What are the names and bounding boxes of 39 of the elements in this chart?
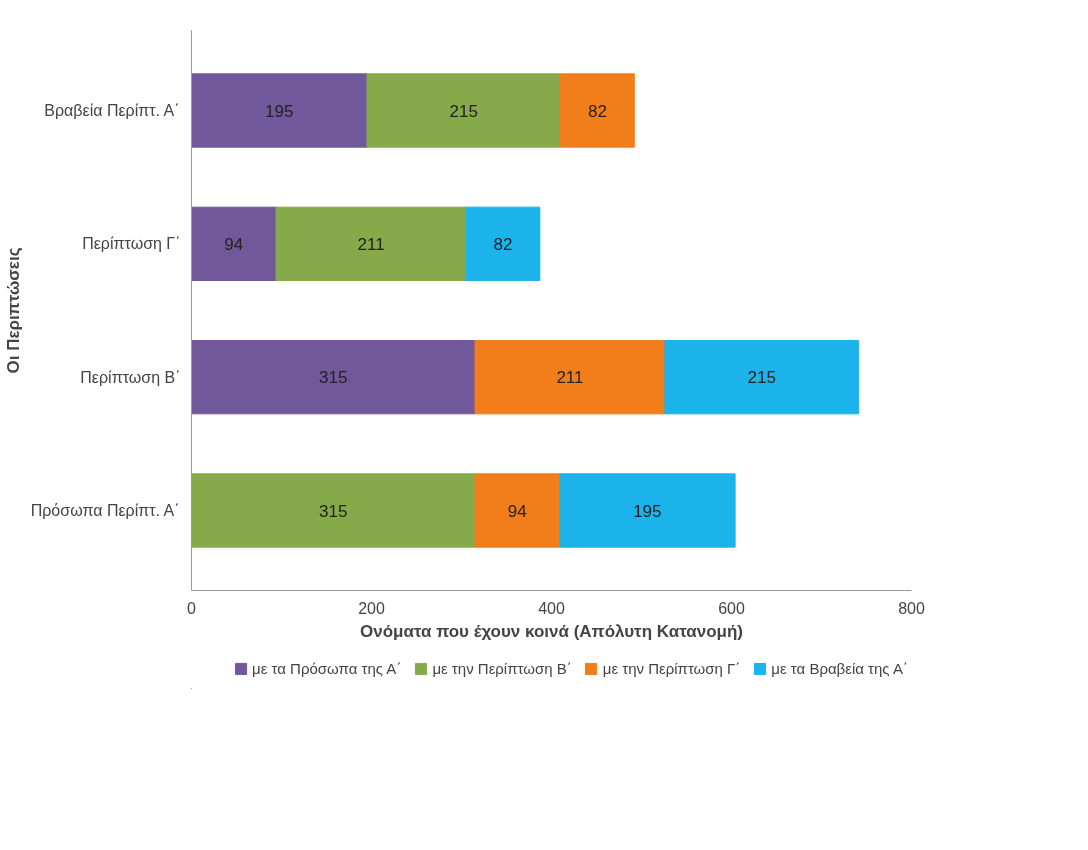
- y-tick-label: Πρόσωπα Περίπτ. Α΄: [30, 502, 180, 519]
- x-tick-label: 800: [898, 599, 925, 617]
- data-label: 94: [507, 501, 527, 521]
- data-label: 215: [747, 368, 776, 388]
- x-tick-label: 0: [187, 599, 197, 617]
- x-axis-title: Ονόματα που έχουν κοινά (Απόλυτη Κατανομή): [360, 621, 744, 641]
- y-axis-title: Οι Περιπτώσεις: [3, 247, 23, 374]
- bar: [559, 473, 736, 548]
- bar: [474, 340, 666, 415]
- y-tick-label: Βραβεία Περίπτ. Α΄: [44, 102, 180, 119]
- data-label: 94: [224, 234, 244, 254]
- data-label: 195: [633, 501, 662, 521]
- y-tick-label: Περίπτωση Γ΄: [82, 235, 181, 253]
- bar: [191, 340, 476, 415]
- data-label: 82: [587, 101, 607, 121]
- data-label: 195: [265, 101, 294, 121]
- data-label: 215: [449, 101, 478, 121]
- data-label: 211: [357, 234, 385, 254]
- data-label: 211: [556, 368, 584, 388]
- bar: [474, 473, 561, 548]
- legend-label: με την Περίπτωση Β΄: [432, 659, 572, 677]
- bar: [366, 73, 561, 148]
- bar: [275, 206, 467, 281]
- x-tick-label: 200: [358, 599, 385, 617]
- data-label: 315: [319, 368, 348, 388]
- bar: [465, 206, 541, 281]
- x-tick-label: 400: [538, 599, 565, 617]
- bar: [191, 73, 368, 148]
- legend-label: με τα Βραβεία της Α΄: [771, 659, 908, 677]
- x-tick-label: 600: [718, 599, 745, 617]
- data-label: 315: [319, 501, 348, 521]
- y-tick-label: Περίπτωση Β΄: [80, 368, 181, 386]
- bar: [560, 73, 635, 148]
- bar: [664, 340, 859, 415]
- data-label: 82: [493, 234, 513, 254]
- bar: [191, 206, 277, 281]
- legend-label: με την Περίπτωση Γ΄: [602, 659, 741, 677]
- legend-label: με τα Πρόσωπα της Α΄: [252, 659, 402, 677]
- bar: [191, 473, 476, 548]
